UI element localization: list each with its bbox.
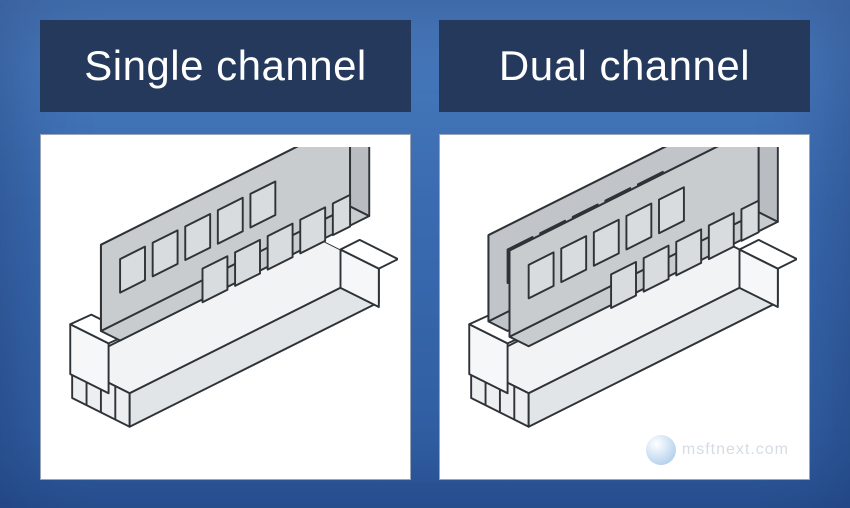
watermark-text: msftnext.com bbox=[682, 441, 789, 459]
frame-single bbox=[40, 134, 411, 480]
column-dual: Dual channel bbox=[439, 20, 810, 480]
globe-icon bbox=[646, 435, 676, 465]
watermark: msftnext.com bbox=[646, 435, 789, 465]
title-dual: Dual channel bbox=[439, 20, 810, 112]
ram-dual-icon bbox=[452, 147, 797, 467]
title-single: Single channel bbox=[40, 20, 411, 112]
column-single: Single channel bbox=[40, 20, 411, 480]
ram-single-icon bbox=[53, 147, 398, 467]
main-container: Single channel bbox=[0, 0, 850, 508]
frame-dual: msftnext.com bbox=[439, 134, 810, 480]
